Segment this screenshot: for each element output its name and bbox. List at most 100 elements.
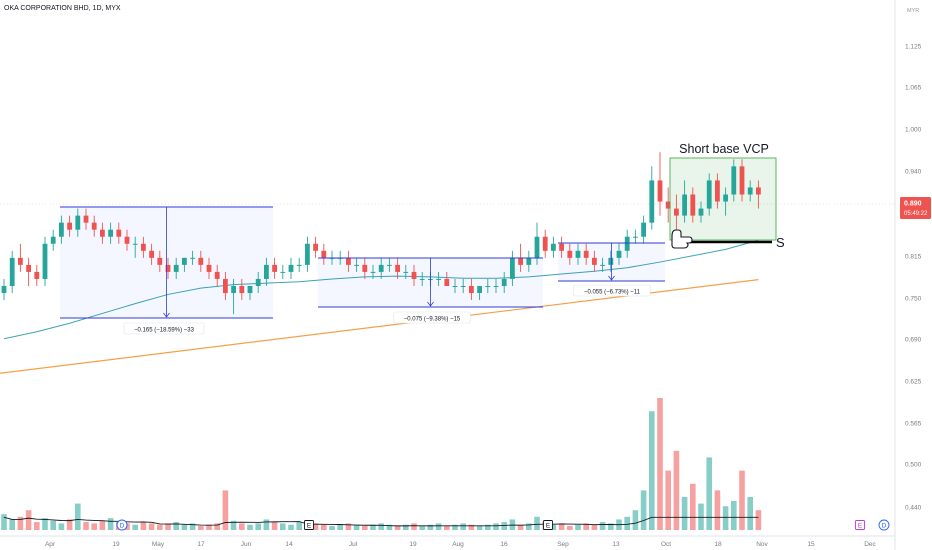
volume-bar bbox=[181, 524, 188, 530]
candle-body bbox=[510, 257, 515, 279]
measure-box-3-label: −0.055 (−6.73%) −11 bbox=[584, 290, 641, 296]
candle-body bbox=[50, 236, 56, 244]
hand-shape bbox=[671, 229, 693, 249]
candle-body bbox=[223, 278, 228, 294]
candle-body bbox=[657, 180, 663, 202]
volume-bar bbox=[345, 523, 352, 530]
volume-bar bbox=[427, 524, 434, 530]
time-tick-label: Dec bbox=[864, 541, 876, 548]
time-tick-label: Sep bbox=[557, 541, 569, 548]
volume-bar bbox=[247, 524, 253, 530]
volume-bar bbox=[599, 522, 606, 530]
volume-bar bbox=[296, 522, 302, 530]
volume-bar bbox=[370, 524, 376, 530]
volume-bar bbox=[42, 518, 48, 530]
volume-bar bbox=[722, 506, 729, 530]
volume-bar bbox=[280, 523, 286, 530]
candle-body bbox=[551, 243, 556, 251]
candle-body bbox=[321, 250, 327, 258]
volume-bar bbox=[731, 500, 737, 530]
candle-body bbox=[444, 278, 450, 286]
last-price-value: 0.890 bbox=[904, 201, 922, 208]
time-tick-label: 15 bbox=[807, 541, 815, 548]
annotations-background bbox=[60, 158, 776, 318]
measure-box-2-arrowhead bbox=[427, 301, 434, 307]
volume-bar bbox=[271, 522, 278, 530]
volume-bar bbox=[583, 523, 589, 530]
volume-bar bbox=[107, 518, 114, 530]
volume-bar bbox=[17, 516, 24, 530]
candle-body bbox=[59, 222, 64, 237]
candle-body bbox=[255, 278, 261, 286]
candle-body bbox=[157, 257, 163, 265]
candle-body bbox=[190, 257, 195, 259]
volume-bar bbox=[501, 522, 507, 530]
volume-bar bbox=[1, 514, 7, 530]
candle-body bbox=[616, 250, 622, 258]
candle-body bbox=[91, 222, 97, 230]
volume-bar bbox=[550, 524, 557, 530]
volume-bar bbox=[9, 519, 15, 530]
candle-body bbox=[26, 264, 31, 272]
candle-body bbox=[411, 271, 417, 279]
time-tick-label: Oct bbox=[661, 541, 671, 548]
volume-bar bbox=[698, 503, 704, 530]
volume-bar bbox=[747, 497, 753, 530]
volume-bar bbox=[378, 523, 384, 530]
candle-body bbox=[534, 236, 540, 258]
candle-body bbox=[34, 271, 40, 279]
candle-body bbox=[272, 264, 277, 272]
candle-body bbox=[477, 285, 482, 294]
volume-bar bbox=[58, 523, 65, 530]
candle-body bbox=[723, 194, 728, 202]
volume-bar bbox=[649, 411, 655, 530]
price-tick-label: 0.440 bbox=[905, 505, 922, 512]
volume-bar bbox=[34, 522, 40, 530]
annotations: −0.165 (−18.59%) −33 −0.075 (−9.38%) −15 −… bbox=[60, 142, 785, 335]
volume-bar bbox=[493, 523, 499, 530]
volume-bar bbox=[337, 524, 343, 530]
time-axis: Apr 19 May 17 Jun 14 Jul 19 Aug 16 Sep 13 Oct 18 Nov 15… bbox=[0, 535, 895, 548]
candle-body bbox=[313, 243, 318, 251]
currency-label: MYR bbox=[907, 8, 919, 14]
candle-body bbox=[362, 264, 368, 272]
event-marker-label: D bbox=[120, 523, 125, 530]
price-axis: 1.1251.0651.0000.9400.8750.8150.7500.690… bbox=[894, 0, 931, 550]
volume-bar bbox=[567, 526, 573, 530]
volume-bar bbox=[83, 522, 89, 530]
candle-body bbox=[493, 285, 499, 287]
volume-bar bbox=[353, 524, 360, 530]
candle-body bbox=[124, 236, 130, 244]
volume-bar bbox=[706, 457, 712, 530]
candle-body bbox=[575, 250, 581, 258]
volume-bar bbox=[485, 524, 491, 530]
volume-bar bbox=[362, 526, 368, 530]
volume-bar bbox=[444, 526, 450, 530]
candle-body bbox=[206, 264, 212, 272]
candle-body bbox=[296, 264, 302, 266]
volume-ma-line bbox=[3, 516, 759, 527]
candle-body bbox=[567, 250, 573, 258]
candle-body bbox=[370, 271, 376, 273]
volume-bar bbox=[460, 523, 466, 530]
price-tick-label: 0.565 bbox=[905, 421, 922, 428]
volume-bar bbox=[534, 516, 540, 530]
price-tick-label: 1.065 bbox=[905, 85, 922, 92]
candle-body bbox=[559, 243, 564, 251]
price-tick-label: 1.125 bbox=[905, 44, 922, 51]
candle-body bbox=[452, 285, 458, 287]
measure-box-3-arrowhead bbox=[608, 275, 615, 281]
volume-bar bbox=[50, 520, 56, 530]
earnings-marker bbox=[855, 520, 865, 530]
measure-box-2-label-bg bbox=[393, 311, 471, 324]
candle-body bbox=[706, 180, 712, 209]
volume-bar bbox=[25, 510, 32, 530]
volume-bar bbox=[66, 519, 73, 530]
candle-body bbox=[715, 180, 720, 202]
candle-body bbox=[419, 278, 425, 280]
candle-body bbox=[165, 264, 171, 272]
volume-bar bbox=[526, 523, 532, 530]
candle-body bbox=[42, 243, 48, 279]
price-tick-label: 1.000 bbox=[905, 127, 922, 134]
